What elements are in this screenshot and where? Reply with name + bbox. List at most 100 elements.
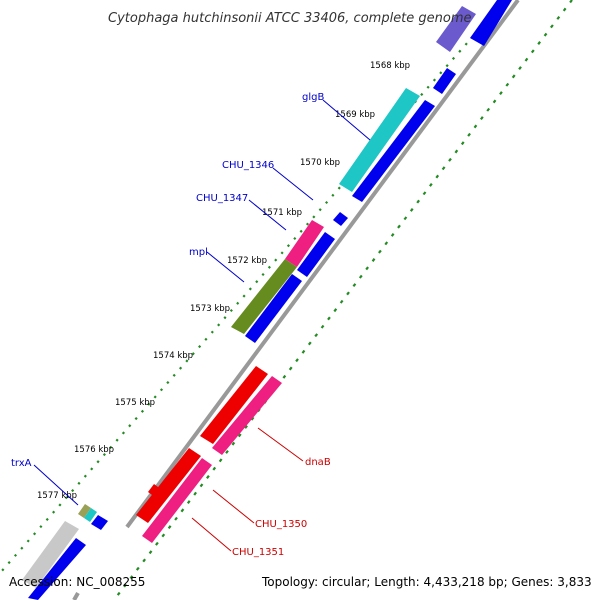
CHU_1351-gene-b[interactable]: [142, 458, 212, 543]
tick-label: 1571 kbp: [262, 208, 302, 218]
gene-label-CHU_1351[interactable]: CHU_1351: [232, 547, 284, 558]
outer-tick-dot: [569, 0, 573, 4]
inner-tick-dot: [280, 251, 284, 255]
outer-tick-dot: [473, 124, 478, 129]
accession-text: Accession: NC_008255: [9, 575, 145, 589]
inner-tick-dot: [312, 215, 316, 219]
inner-tick-dot: [20, 546, 24, 550]
inner-tick-dot: [210, 330, 214, 334]
gene-label-CHU_1347[interactable]: CHU_1347: [196, 193, 248, 204]
small-red-arrow[interactable]: [148, 484, 162, 498]
outer-tick-dot: [186, 500, 191, 504]
trxA-gene-b[interactable]: [84, 508, 97, 522]
inner-tick-dot: [198, 345, 202, 349]
CHU_1351-gene-a[interactable]: [212, 376, 282, 455]
inner-tick-dot: [58, 503, 62, 507]
dnaB-gene[interactable]: [200, 366, 268, 444]
blue-cds-3[interactable]: [333, 212, 348, 226]
inner-tick-dot: [185, 359, 189, 363]
glgB-gene[interactable]: [339, 88, 420, 192]
CHU_1351-leader: [191, 517, 232, 552]
gene-label-mpl[interactable]: mpl: [189, 247, 208, 258]
outer-tick-dot: [518, 66, 522, 70]
trxA-gene-a[interactable]: [78, 504, 91, 518]
inner-tick-dot: [13, 553, 18, 557]
blue-cds-2[interactable]: [352, 100, 435, 202]
inner-tick-dot: [331, 193, 335, 197]
inner-tick-dot: [464, 42, 468, 46]
gene-label-trxA[interactable]: trxA: [11, 458, 32, 469]
tick-label: 1576 kbp: [74, 445, 114, 455]
mpl-gene[interactable]: [231, 259, 297, 334]
inner-tick-dot: [293, 236, 297, 241]
outer-tick-dot: [339, 299, 344, 304]
outer-tick-dot: [441, 166, 446, 171]
inner-tick-dot: [39, 525, 43, 529]
outer-tick-dot: [193, 491, 197, 496]
top-feature-block[interactable]: [436, 6, 476, 52]
tick-label: 1577 kbp: [37, 491, 77, 501]
outer-tick-dot: [358, 274, 363, 279]
inner-tick-dot: [305, 222, 310, 226]
inner-tick-dot: [26, 539, 30, 543]
gene-label-CHU_1346[interactable]: CHU_1346: [222, 160, 274, 171]
tick-label: 1572 kbp: [227, 256, 267, 266]
outer-tick-dot: [174, 516, 178, 521]
glgB-leader: [322, 99, 371, 141]
tick-label: 1568 kbp: [370, 61, 410, 71]
outer-tick-dot: [499, 91, 503, 96]
outer-tick-dot: [161, 533, 166, 538]
inner-tick-dot: [451, 56, 456, 60]
inner-tick-dot: [134, 416, 138, 421]
CHU_1347-gene[interactable]: [285, 220, 324, 267]
gene-label-glgB[interactable]: glgB: [302, 92, 324, 103]
outer-tick-dot: [225, 450, 229, 454]
inner-tick-dot: [248, 287, 252, 291]
top-blue-arrow[interactable]: [470, 0, 512, 46]
gray-feature[interactable]: [22, 521, 79, 588]
outer-tick-dot: [180, 508, 185, 513]
outer-tick-dot: [365, 266, 369, 271]
outer-tick-dot: [435, 174, 440, 179]
outer-tick-dot: [333, 308, 338, 313]
blue-cds-5[interactable]: [245, 274, 302, 343]
inner-tick-dot: [299, 229, 303, 233]
inner-tick-dot: [140, 409, 145, 413]
gene-label-dnaB[interactable]: dnaB: [305, 457, 331, 468]
blue-cds-1[interactable]: [433, 68, 456, 94]
outer-tick-dot: [409, 208, 414, 212]
inner-tick-dot: [439, 71, 443, 75]
gene-label-CHU_1350[interactable]: CHU_1350: [255, 519, 307, 530]
genome-summary-text: Topology: circular; Length: 4,433,218 bp…: [261, 575, 592, 589]
inner-tick-dot: [445, 64, 449, 68]
inner-tick-dot: [286, 244, 291, 248]
outer-tick-dot: [397, 224, 401, 229]
outer-tick-dot: [142, 558, 146, 563]
inner-tick-dot: [45, 517, 49, 521]
inner-tick-dot: [109, 445, 113, 449]
blue-cds-7[interactable]: [28, 538, 86, 600]
outer-tick-dot: [537, 41, 541, 45]
outer-tick-dot: [320, 324, 325, 329]
inner-tick-dot: [96, 460, 100, 464]
outer-tick-dot: [148, 550, 153, 555]
blue-cds-6[interactable]: [91, 515, 108, 530]
inner-tick-dot: [274, 258, 278, 262]
tick-label: 1569 kbp: [335, 110, 375, 120]
outer-tick-dot: [378, 249, 382, 254]
outer-tick-dot: [288, 366, 293, 371]
outer-tick-dot: [480, 116, 484, 121]
reverse-strand-features: [22, 0, 512, 588]
inner-tick-dot: [242, 294, 246, 298]
outer-tick-dot: [167, 525, 172, 530]
blue-cds-4[interactable]: [297, 232, 335, 277]
outer-tick-dot: [524, 57, 529, 62]
inner-tick-dot: [432, 78, 437, 82]
inner-tick-dot: [223, 316, 227, 320]
inner-tick-dot: [121, 431, 126, 435]
CHU_1350-gene[interactable]: [136, 448, 201, 523]
trxA-leader: [33, 464, 79, 506]
inner-tick-dot: [7, 561, 11, 565]
inner-tick-dot: [1, 568, 5, 572]
dnaB-leader: [257, 427, 304, 462]
